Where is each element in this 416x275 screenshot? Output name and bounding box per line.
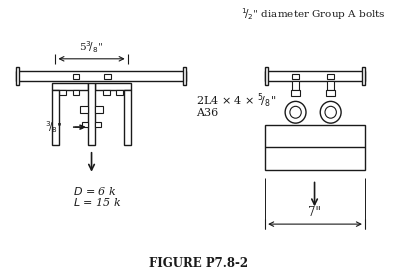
Text: FIGURE P7.8-2: FIGURE P7.8-2 (149, 257, 248, 270)
Circle shape (285, 101, 306, 123)
Bar (292, 74, 300, 79)
Circle shape (320, 101, 341, 123)
Bar (292, 81, 300, 90)
Text: 7": 7" (308, 206, 321, 219)
Bar (16, 67, 20, 84)
Bar (265, 125, 365, 170)
Text: 5$^3\!/_8$": 5$^3\!/_8$" (79, 39, 104, 55)
Bar (265, 67, 268, 84)
Bar (362, 67, 365, 84)
Bar (16, 71, 186, 81)
Text: 2L4 $\times$ 4 $\times$ $^5\!/_8$": 2L4 $\times$ 4 $\times$ $^5\!/_8$" (196, 91, 276, 109)
Bar (291, 90, 300, 97)
Bar (52, 82, 88, 90)
Bar (80, 106, 88, 113)
Bar (104, 74, 111, 79)
Text: $^1\!/_2$" diameter Group A bolts: $^1\!/_2$" diameter Group A bolts (241, 6, 386, 22)
Bar (52, 90, 59, 145)
Bar (72, 90, 79, 95)
Text: $D$ = 6 k: $D$ = 6 k (72, 185, 116, 197)
Bar (103, 90, 109, 95)
Circle shape (290, 106, 301, 118)
Text: A36: A36 (196, 108, 218, 118)
Text: $^3\!/_8$": $^3\!/_8$" (45, 119, 63, 135)
Bar (95, 106, 103, 113)
Bar (265, 71, 365, 81)
Text: $L$ = 15 k: $L$ = 15 k (72, 196, 121, 208)
Bar (95, 82, 131, 90)
Bar (116, 90, 123, 95)
Bar (72, 74, 79, 79)
Bar (88, 82, 95, 145)
Bar (95, 122, 101, 127)
Bar (327, 74, 334, 79)
Bar (82, 122, 88, 127)
Bar (327, 81, 334, 90)
Bar (59, 90, 66, 95)
Bar (326, 90, 335, 97)
Circle shape (325, 106, 337, 118)
Bar (183, 67, 186, 84)
Bar (124, 90, 131, 145)
